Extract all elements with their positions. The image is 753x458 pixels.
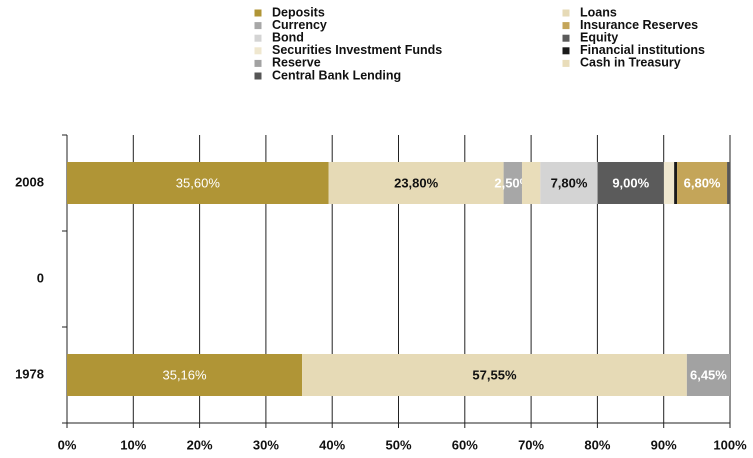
bar-segment (727, 162, 730, 204)
x-tick-label: 80% (584, 437, 610, 452)
legend-label: Deposits (272, 5, 325, 19)
bar-segment (597, 162, 664, 204)
x-tick-label: 20% (187, 437, 213, 452)
x-tick-label: 70% (518, 437, 544, 452)
data-label: 23,80% (394, 175, 439, 190)
bar-segment (302, 354, 687, 396)
legend-swatch (562, 47, 570, 55)
legend-label: Bond (272, 30, 304, 44)
legend-label: Central Bank Lending (272, 68, 401, 82)
bar-segment (67, 354, 303, 396)
legend-swatch (254, 72, 262, 80)
legend-swatch (254, 22, 262, 30)
data-label: 57,55% (472, 367, 517, 382)
x-tick-label: 60% (452, 437, 478, 452)
legend-swatch (562, 34, 570, 42)
x-tick-label: 100% (713, 437, 747, 452)
bar-segment (67, 162, 329, 204)
legend-label: Insurance Reserves (580, 18, 698, 32)
legend-label: Equity (580, 30, 618, 44)
legend-label: Currency (272, 18, 327, 32)
data-label: 6,45% (690, 367, 727, 382)
data-label: 6,80% (684, 175, 721, 190)
bar-segment (521, 162, 541, 204)
x-tick-label: 50% (385, 437, 411, 452)
bar-segment (686, 354, 730, 396)
legend-swatch (562, 22, 570, 30)
data-label: 9,00% (612, 175, 649, 190)
legend-swatch (254, 9, 262, 17)
bar-segment (503, 162, 522, 204)
legend-label: Reserve (272, 56, 321, 70)
legend-label: Financial institutions (580, 43, 705, 57)
bar-segment (328, 162, 504, 204)
legend-swatch (254, 34, 262, 42)
x-tick-label: 40% (319, 437, 345, 452)
y-tick-label: 1978 (15, 366, 44, 381)
bar-segment (540, 162, 598, 204)
bar-segment (674, 162, 678, 204)
legend-swatch (562, 9, 570, 17)
y-tick-label: 0 (37, 270, 44, 285)
legend-swatch (562, 59, 570, 67)
bar-segment (677, 162, 728, 204)
legend-swatch (254, 47, 262, 55)
legend-label: Securities Investment Funds (272, 43, 442, 57)
y-tick-label: 2008 (15, 174, 44, 189)
data-label: 35,16% (162, 367, 207, 382)
legend-swatch (254, 59, 262, 67)
data-label: 35,60% (176, 175, 221, 190)
legend-label: Loans (580, 5, 617, 19)
x-tick-label: 90% (651, 437, 677, 452)
x-tick-label: 30% (253, 437, 279, 452)
x-tick-label: 0% (58, 437, 77, 452)
x-tick-label: 10% (120, 437, 146, 452)
data-label: 7,80% (551, 175, 588, 190)
bar-segment (663, 162, 675, 204)
legend-label: Cash in Treasury (580, 56, 681, 70)
